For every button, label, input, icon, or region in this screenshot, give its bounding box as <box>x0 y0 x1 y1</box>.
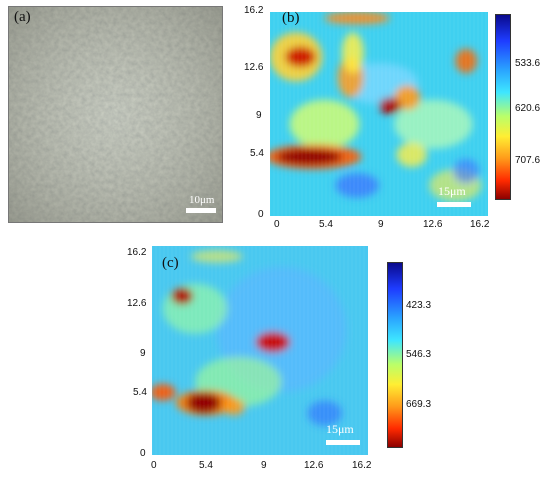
panel-b-scale-label: 15μm <box>438 184 466 198</box>
panel-b-xtick: 12.6 <box>423 219 443 230</box>
panel-b-map <box>270 12 488 216</box>
panel-c-ytick: 9 <box>140 348 146 359</box>
panel-b-ytick: 9 <box>256 110 262 121</box>
heatmap-image <box>270 12 488 216</box>
panel-a-scalebar <box>186 208 216 213</box>
panel-c-xtick: 9 <box>261 460 267 471</box>
panel-b-ytick: 16.2 <box>244 5 264 16</box>
panel-c-colorbar <box>387 262 403 448</box>
panel-b-ytick: 12.6 <box>244 62 264 73</box>
panel-b-xtick: 0 <box>274 219 280 230</box>
panel-b-scalebar <box>437 202 471 207</box>
panel-c-ytick: 16.2 <box>127 247 147 258</box>
panel-c-colorbar-label: 423.3 <box>406 300 432 311</box>
panel-b-ytick: 5.4 <box>250 148 264 159</box>
panel-c-ytick: 12.6 <box>127 298 147 309</box>
micrograph-texture <box>9 7 222 222</box>
panel-a-letter: (a) <box>14 9 31 25</box>
panel-c-scale-label: 15μm <box>326 422 354 436</box>
panel-c-scalebar <box>326 440 360 445</box>
panel-c-ytick: 0 <box>140 448 146 459</box>
panel-a-scale-label: 10μm <box>189 194 215 206</box>
panel-c-letter: (c) <box>162 255 179 271</box>
optical-micrograph <box>8 6 223 223</box>
panel-b-xtick: 16.2 <box>470 219 490 230</box>
panel-c-xtick: 12.6 <box>304 460 324 471</box>
panel-b-xtick: 9 <box>378 219 384 230</box>
panel-c-ytick: 5.4 <box>133 387 147 398</box>
panel-c-colorbar-label: 546.3 <box>406 349 432 360</box>
panel-b-colorbar <box>495 14 511 200</box>
panel-b-colorbar-label: 533.6 <box>515 58 541 69</box>
panel-b-ytick: 0 <box>258 209 264 220</box>
panel-c-colorbar-label: 669.3 <box>406 399 432 410</box>
panel-b-xtick: 5.4 <box>319 219 333 230</box>
panel-c-xtick: 5.4 <box>199 460 213 471</box>
panel-b-colorbar-label: 707.6 <box>515 155 541 166</box>
panel-b-letter: (b) <box>282 10 300 26</box>
panel-c-xtick: 0 <box>151 460 157 471</box>
heatmap-image <box>152 246 368 455</box>
panel-c-xtick: 16.2 <box>352 460 372 471</box>
panel-b-colorbar-label: 620.6 <box>515 103 541 114</box>
panel-c-map <box>152 246 368 455</box>
